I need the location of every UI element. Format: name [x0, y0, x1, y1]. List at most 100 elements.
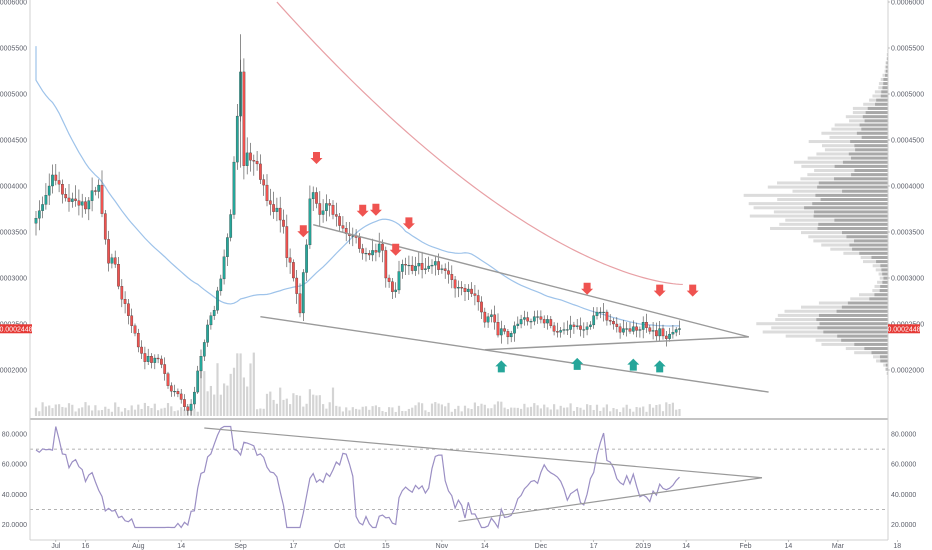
profile-bar	[834, 218, 888, 222]
candle-body	[394, 289, 398, 292]
sell-arrow-icon	[310, 152, 323, 165]
candle-body	[358, 237, 361, 249]
candle	[490, 309, 493, 323]
candle-body	[166, 373, 170, 386]
profile-bar	[854, 169, 888, 173]
candle	[410, 256, 414, 275]
candle-body	[575, 325, 579, 327]
volume-bar	[341, 411, 344, 416]
candle	[308, 185, 312, 249]
profile-bar	[856, 131, 888, 135]
current-price-badge: 0.0002448	[0, 324, 33, 334]
y-tick-label-left: 0.0004500	[0, 138, 27, 145]
rsi-tick-label-left: 80.0000	[2, 432, 27, 439]
volume-bar	[430, 403, 434, 416]
volume-bar	[74, 411, 77, 416]
candle-body	[655, 330, 658, 337]
volume-bar	[133, 409, 137, 416]
candle	[301, 269, 305, 322]
volume-bar	[302, 406, 305, 416]
volume-bar	[599, 410, 602, 416]
volume-bar	[520, 408, 523, 416]
volume-bar	[67, 403, 71, 416]
candle-body	[308, 198, 312, 246]
volume-bar	[460, 411, 463, 416]
volume-bar	[298, 395, 302, 416]
candle	[226, 233, 229, 266]
candle-body	[341, 225, 345, 229]
profile-bar	[883, 276, 888, 280]
profile-bar	[854, 144, 888, 148]
candle	[651, 322, 655, 340]
candle	[179, 388, 183, 404]
profile-bar	[821, 131, 888, 135]
profile-bar	[861, 127, 888, 131]
volume-bar	[632, 411, 635, 416]
candle-body	[113, 257, 117, 265]
candle	[470, 282, 473, 298]
candle	[612, 317, 615, 330]
candle	[367, 250, 371, 261]
profile-bar	[815, 193, 888, 197]
candle	[506, 329, 510, 345]
y-tick-label-left: 0.0004000	[0, 184, 27, 191]
candle	[615, 317, 619, 333]
volume-bar	[206, 391, 209, 416]
candle-body	[519, 319, 523, 325]
volume-bar	[556, 409, 559, 416]
candle-body	[61, 184, 64, 195]
candle	[255, 150, 259, 171]
volume-bar	[44, 406, 47, 416]
volume-bar	[94, 405, 97, 416]
candle	[509, 330, 513, 343]
candle-body	[328, 203, 332, 206]
candle	[252, 154, 256, 176]
profile-bar	[854, 239, 888, 243]
candle-body	[585, 326, 589, 330]
profile-bar	[841, 338, 888, 342]
candle	[120, 279, 124, 308]
profile-bar	[861, 135, 888, 139]
candle-body	[549, 319, 553, 326]
candle-body	[651, 330, 655, 332]
sell-arrow-icon	[389, 243, 402, 256]
candle	[582, 322, 586, 338]
volume-bar	[628, 408, 632, 416]
x-tick-label: 16	[82, 543, 90, 550]
candle-body	[367, 253, 371, 256]
candle-body	[602, 311, 605, 313]
candle-body	[272, 204, 275, 212]
candle-body	[123, 299, 127, 304]
profile-bar	[850, 140, 888, 144]
volume-bar	[51, 408, 54, 416]
volume-bar	[355, 408, 358, 416]
candle-body	[245, 152, 249, 166]
candle-body	[54, 174, 58, 181]
profile-bar	[859, 293, 888, 297]
sell-arrow-icon	[297, 225, 310, 238]
volume-bar	[374, 405, 377, 416]
badge-bg	[0, 324, 32, 334]
profile-bar	[848, 152, 888, 156]
x-tick-label: 15	[382, 543, 390, 550]
volume-bar	[526, 407, 529, 416]
profile-bar	[871, 255, 888, 259]
support-line	[484, 336, 749, 351]
volume-bar	[642, 406, 645, 416]
y-tick-label-left: 0.0005000	[0, 92, 27, 99]
candle-body	[608, 320, 612, 322]
volume-bar	[71, 404, 74, 416]
volume-bar	[193, 408, 196, 416]
volume-bar	[295, 395, 298, 416]
volume-bar	[536, 405, 539, 416]
volume-bar	[516, 407, 519, 416]
x-tick-label: 14	[785, 543, 793, 550]
candle	[103, 209, 107, 245]
candle	[305, 239, 308, 281]
profile-bar	[816, 318, 888, 322]
profile-bar	[814, 210, 888, 214]
x-tick-label: Sep	[234, 543, 247, 550]
volume-bar	[569, 403, 572, 416]
profile-bar	[882, 272, 888, 276]
